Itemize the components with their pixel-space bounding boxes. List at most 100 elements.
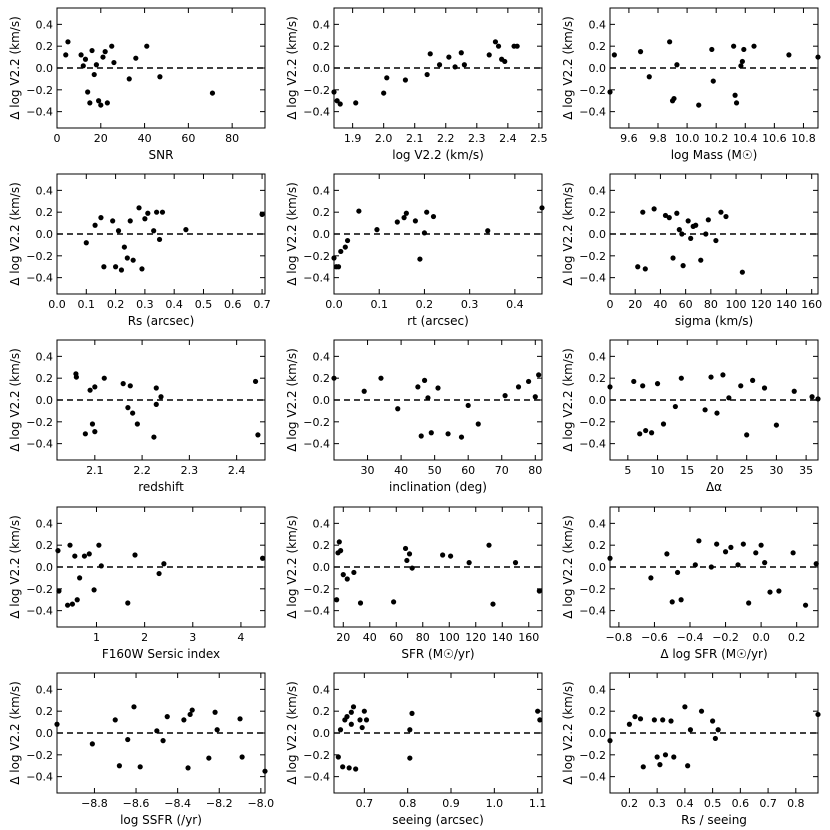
- data-point: [402, 545, 409, 552]
- x-tick-label: 100: [439, 631, 460, 644]
- x-tick-label: −8.8: [81, 797, 108, 810]
- data-point: [331, 255, 337, 261]
- data-point: [485, 228, 491, 234]
- data-point: [738, 383, 744, 389]
- x-tick-label: 0.1: [78, 298, 96, 311]
- data-point: [662, 212, 669, 219]
- x-tick-label: −8.2: [206, 797, 233, 810]
- data-point: [646, 74, 652, 80]
- y-axis-label: Δ log V2.2 (km/s): [285, 182, 299, 286]
- data-point: [183, 227, 189, 233]
- data-point: [93, 62, 100, 68]
- data-point: [109, 43, 115, 49]
- y-tick-label: −0.4: [579, 272, 606, 285]
- data-point: [421, 230, 428, 236]
- x-tick-label: 9.8: [649, 132, 667, 145]
- y-tick-label: −0.2: [579, 749, 606, 762]
- data-point: [89, 47, 95, 54]
- y-tick-label: 0.0: [589, 394, 607, 407]
- data-point: [452, 64, 458, 70]
- data-point: [359, 724, 365, 731]
- data-point: [74, 597, 80, 603]
- data-point: [635, 264, 641, 270]
- data-point: [335, 754, 341, 760]
- x-tick-label: 2.4: [228, 464, 246, 477]
- data-point: [357, 600, 364, 606]
- x-axis-label: SNR: [149, 148, 174, 162]
- data-point: [83, 240, 89, 246]
- data-point: [67, 542, 73, 548]
- data-point: [815, 396, 821, 402]
- x-tick-label: 50: [428, 464, 442, 477]
- x-tick-label: 0.7: [356, 797, 374, 810]
- x-tick-label: 120: [465, 631, 486, 644]
- y-tick-label: 0.2: [36, 40, 54, 53]
- x-tick-label: −0.4: [677, 631, 704, 644]
- data-point: [54, 721, 60, 727]
- data-point: [259, 211, 265, 217]
- data-point: [685, 763, 691, 769]
- x-tick-label: 0.7: [759, 797, 777, 810]
- data-point: [654, 381, 661, 387]
- data-point: [346, 765, 352, 771]
- x-tick-label: 1.0: [486, 797, 504, 810]
- data-point: [104, 100, 110, 106]
- x-tick-label: 10.4: [733, 132, 758, 145]
- panel-4: −0.4 −0.2 0.0 0.2 0.4 0.0 0.1 0.2 0.3 0.4 0.5 0.6 0.…: [8, 173, 271, 328]
- data-point: [698, 257, 704, 263]
- data-point: [708, 564, 714, 570]
- y-tick-label: 0.0: [589, 561, 607, 574]
- x-tick-label: 140: [776, 298, 797, 311]
- data-point: [733, 100, 740, 106]
- x-tick-label: 2: [141, 631, 148, 644]
- y-axis-label: Δ log V2.2 (km/s): [561, 16, 575, 120]
- data-point: [436, 62, 443, 68]
- data-point: [91, 71, 97, 78]
- y-tick-label: −0.4: [579, 106, 606, 119]
- data-point: [127, 383, 133, 389]
- y-tick-label: −0.2: [26, 250, 53, 263]
- data-point: [424, 209, 430, 215]
- data-point: [353, 766, 359, 772]
- data-point: [340, 572, 346, 578]
- data-point: [502, 393, 508, 399]
- data-point: [80, 63, 86, 69]
- data-point: [89, 741, 95, 747]
- y-tick-label: 0.2: [313, 40, 331, 53]
- data-point: [741, 46, 747, 53]
- data-point: [676, 227, 682, 233]
- data-point: [344, 714, 350, 720]
- x-tick-label: 25: [740, 464, 754, 477]
- y-tick-label: 0.2: [36, 705, 54, 718]
- data-point: [187, 711, 193, 718]
- data-point: [85, 89, 91, 95]
- data-point: [726, 395, 732, 401]
- x-axis-label: sigma (km/s): [675, 314, 753, 328]
- data-point: [696, 538, 702, 544]
- data-point: [189, 707, 195, 713]
- panel-7: −0.4 −0.2 0.0 0.2 0.4 2.1 2.2 2.3 2.4 redshift Δ l…: [8, 339, 266, 494]
- data-point: [739, 269, 745, 275]
- data-point: [607, 738, 613, 744]
- data-point: [714, 541, 720, 547]
- data-point: [702, 407, 708, 413]
- data-point: [680, 263, 686, 269]
- x-tick-label: 2.0: [375, 132, 393, 145]
- y-tick-label: 0.0: [589, 727, 607, 740]
- data-point: [786, 52, 792, 58]
- data-point: [637, 49, 644, 55]
- data-point: [515, 384, 522, 390]
- x-tick-label: 1: [93, 631, 100, 644]
- y-tick-label: 0.0: [313, 727, 331, 740]
- data-point: [813, 561, 819, 567]
- data-point: [607, 384, 613, 390]
- data-point: [338, 548, 344, 554]
- data-point: [417, 256, 423, 262]
- y-tick-label: −0.4: [303, 106, 330, 119]
- data-point: [185, 765, 191, 771]
- x-axis-label: SFR (M☉/yr): [401, 647, 474, 661]
- data-point: [709, 46, 715, 53]
- data-point: [692, 562, 698, 568]
- y-tick-label: −0.4: [26, 272, 53, 285]
